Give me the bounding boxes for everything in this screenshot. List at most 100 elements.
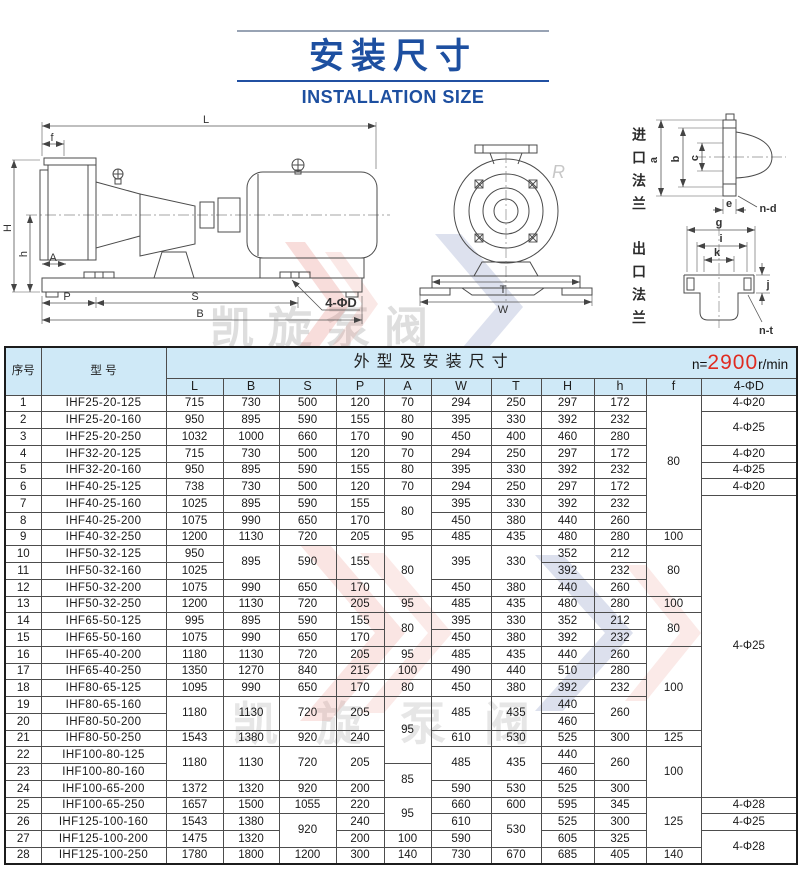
- row-number-cell: 1: [4, 394, 42, 413]
- dim-cell: 294: [430, 478, 492, 496]
- dim-cell: 80: [645, 394, 702, 530]
- table-row: 6 IHF40-25-125 738 730 500 120 70 294 250 297 172 4…: [4, 478, 798, 496]
- dim-cell: 170: [335, 511, 385, 530]
- table-row: 4 IHF32-20-125 715 730 500 120 70 294 250 297 172 4…: [4, 444, 798, 463]
- model-cell: IHF80-65-125: [40, 679, 167, 697]
- speed-value: 2900: [707, 350, 759, 374]
- dim-label-b: b: [670, 155, 682, 162]
- technical-drawings: R: [2, 113, 786, 346]
- dim-cell: 405: [593, 846, 647, 865]
- dim-cell: 1200: [165, 595, 224, 614]
- dim-cell: 330: [490, 612, 542, 630]
- model-cell: IHF50-32-250: [40, 595, 167, 614]
- dim-cell: 485: [430, 595, 492, 614]
- dim-cell: 70: [383, 478, 432, 496]
- dim-cell: 440: [540, 696, 595, 714]
- dim-label-i: i: [719, 233, 722, 245]
- header-dim-P: P: [335, 377, 385, 396]
- watermark-letter: R: [552, 162, 565, 182]
- row-number-cell: 6: [4, 478, 42, 496]
- model-cell: IHF125-100-200: [40, 830, 167, 848]
- table-row: 10 IHF50-32-125 950 895 590 155 80 395 330 352 212…: [4, 545, 797, 597]
- dim-cell: 392: [540, 562, 595, 580]
- watermark-logo-drawing: R: [285, 162, 565, 346]
- dim-cell: 297: [540, 444, 595, 463]
- dim-cell: 232: [593, 562, 647, 580]
- dim-cell: 392: [540, 461, 595, 480]
- dim-cell: 352: [540, 612, 595, 630]
- dim-cell: 4-Φ25: [700, 461, 798, 480]
- dim-cell: 205: [335, 645, 385, 664]
- model-cell: IHF100-65-250: [40, 796, 167, 815]
- dim-cell: 140: [645, 846, 702, 865]
- table-row: 18 IHF80-65-125 1095 990 650 170 80 450 380 392 23…: [4, 679, 797, 697]
- dim-cell: 120: [335, 478, 385, 496]
- dim-cell: 294: [430, 444, 492, 463]
- dim-cell: 172: [593, 478, 647, 496]
- model-cell: IHF65-40-200: [40, 645, 167, 664]
- model-cell: IHF25-20-160: [40, 411, 167, 429]
- dim-cell: 720: [278, 528, 337, 547]
- dim-cell: 155: [335, 545, 385, 580]
- dim-cell: 1075: [165, 578, 224, 597]
- row-number-cell: 11: [4, 562, 42, 580]
- dim-cell: 280: [593, 595, 647, 614]
- dim-cell: 485: [430, 645, 492, 664]
- dim-cell: 1200: [278, 846, 337, 865]
- speed-suffix: r/min: [758, 356, 789, 372]
- dim-cell: 440: [490, 662, 542, 681]
- dim-cell: 530: [490, 729, 542, 748]
- table-row: 24 IHF100-65-200 1372 1320 920 200 590 530 525 30…: [4, 779, 797, 798]
- dim-cell: 330: [490, 495, 542, 513]
- dim-cell: 1025: [165, 495, 224, 513]
- side-view-labels: L f H h A P S B 4-ΦD: [2, 114, 357, 320]
- dim-cell: 4-Φ28: [700, 796, 798, 815]
- dim-cell: 895: [222, 612, 280, 630]
- row-number-cell: 18: [4, 679, 42, 697]
- dim-cell: 590: [278, 545, 337, 580]
- dim-cell: 212: [593, 612, 647, 630]
- table-row: 9 IHF40-32-250 1200 1130 720 205 95 485 435 480 28…: [4, 528, 797, 547]
- dim-cell: 395: [430, 612, 492, 630]
- dim-label-k: k: [714, 247, 721, 259]
- row-number-cell: 13: [4, 595, 42, 614]
- dim-cell: 4-Φ20: [700, 394, 798, 413]
- dim-cell: 172: [593, 394, 647, 413]
- dim-cell: 1180: [165, 746, 224, 781]
- row-number-cell: 15: [4, 629, 42, 647]
- dim-cell: 1500: [222, 796, 280, 815]
- dim-cell: 95: [383, 528, 432, 547]
- dim-cell: 220: [335, 796, 385, 815]
- dim-cell: 1180: [165, 696, 224, 731]
- dim-cell: 260: [593, 511, 647, 530]
- header-dim-4-ΦD: 4-ΦD: [700, 377, 798, 396]
- model-cell: IHF40-32-250: [40, 528, 167, 547]
- dim-cell: 85: [383, 763, 432, 798]
- dim-cell: 1350: [165, 662, 224, 681]
- dim-cell: 460: [540, 712, 595, 731]
- row-number-cell: 26: [4, 813, 42, 831]
- dim-cell: 650: [278, 511, 337, 530]
- dim-cell: 80: [645, 545, 702, 597]
- dim-cell: 1032: [165, 428, 224, 446]
- dim-cell: 120: [335, 444, 385, 463]
- dim-cell: 595: [540, 796, 595, 815]
- inlet-flange-view: [695, 113, 786, 197]
- dim-cell: 280: [593, 662, 647, 681]
- dim-cell: 100: [645, 746, 702, 798]
- table-row: 17 IHF65-40-250 1350 1270 840 215 100 490 440 510…: [4, 662, 797, 681]
- table-row: 8 IHF40-25-200 1075 990 650 170 450 380 440 260: [4, 511, 797, 530]
- row-number-cell: 20: [4, 712, 42, 731]
- dim-cell: 650: [278, 578, 337, 597]
- dim-cell: 260: [593, 696, 647, 731]
- dim-cell: 920: [278, 813, 337, 848]
- dim-cell: 500: [278, 444, 337, 463]
- dim-cell: 1657: [165, 796, 224, 815]
- model-cell: IHF32-20-160: [40, 461, 167, 480]
- dim-cell: 590: [278, 495, 337, 513]
- dim-cell: 260: [593, 578, 647, 597]
- dim-label-n-t: n-t: [759, 325, 773, 337]
- dim-cell: 392: [540, 679, 595, 697]
- dim-label-a: a: [648, 156, 660, 163]
